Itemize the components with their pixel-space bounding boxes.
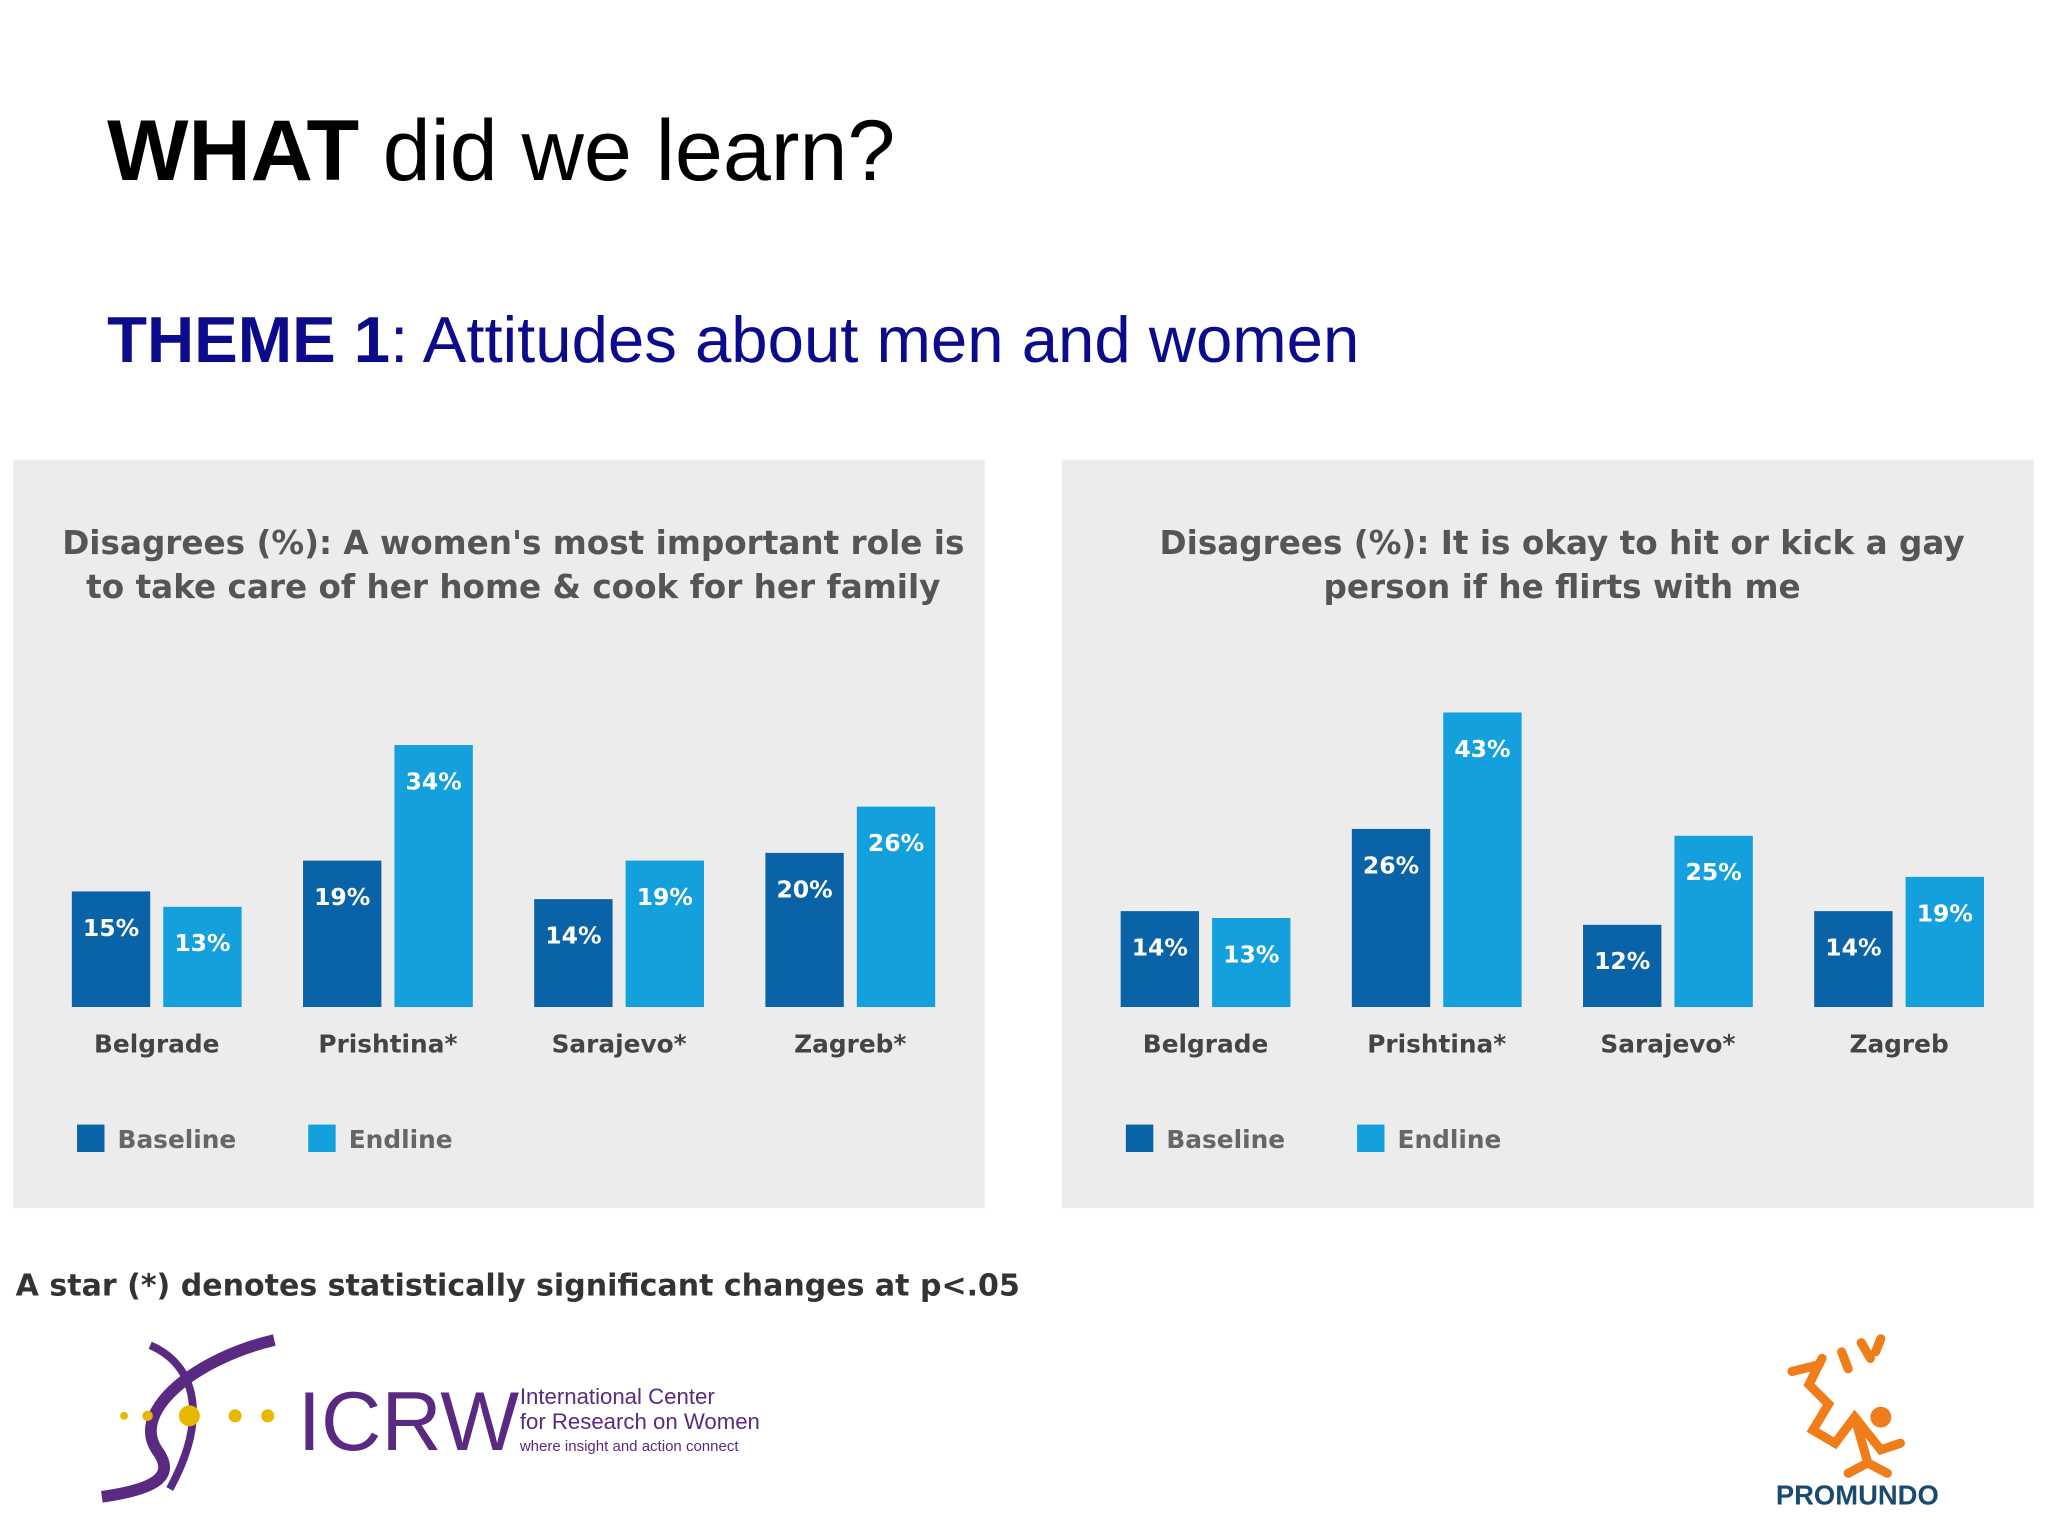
- logo-dot: [142, 1410, 153, 1422]
- footnote: A star (*) denotes statistically signifi…: [16, 1269, 1020, 1304]
- slide-title: WHAT did we learn?: [107, 103, 895, 199]
- legend-label: Baseline: [1166, 1125, 1285, 1154]
- chart-title: person if he flirts with me: [1324, 568, 1801, 606]
- bar: [765, 852, 844, 1008]
- legend-swatch: [1125, 1124, 1154, 1152]
- x-tick-label: Belgrade: [1143, 1030, 1269, 1059]
- value-label: 14%: [1132, 934, 1188, 962]
- value-label: 26%: [1363, 851, 1419, 879]
- bar: [1814, 911, 1893, 1008]
- logo-swoosh: [101, 1334, 276, 1503]
- logo-line: for Research on Women: [520, 1409, 760, 1434]
- value-label: 14%: [545, 922, 601, 950]
- value-label: 15%: [83, 914, 139, 942]
- title-bold: WHAT: [107, 103, 359, 199]
- legend-swatch: [77, 1124, 105, 1152]
- value-label: 19%: [1917, 899, 1973, 927]
- bar: [1443, 712, 1522, 1008]
- legend-label: Endline: [349, 1125, 453, 1154]
- chart-title: to take care of her home & cook for her …: [86, 568, 940, 606]
- value-label: 20%: [776, 875, 832, 903]
- logo-figure: [1870, 1406, 1892, 1428]
- value-label: 43%: [1454, 735, 1510, 763]
- bar: [71, 891, 151, 1008]
- bar: [1583, 924, 1662, 1008]
- value-label: 34%: [406, 767, 462, 795]
- bar: [856, 806, 936, 1008]
- bar: [1120, 911, 1200, 1008]
- bar: [1905, 876, 1984, 1008]
- logo-name: PROMUNDO: [1776, 1480, 1939, 1511]
- logo-figure: [1787, 1334, 1886, 1376]
- bar: [625, 860, 704, 1008]
- x-tick-label: Belgrade: [94, 1030, 220, 1059]
- subtitle-rest: : Attitudes about men and women: [390, 303, 1359, 376]
- bar: [303, 860, 382, 1008]
- bar: [394, 745, 473, 1008]
- value-label: 13%: [1223, 940, 1279, 968]
- slide-subtitle: THEME 1: Attitudes about men and women: [107, 303, 1359, 376]
- charts: Disagrees (%): A women's most important …: [13, 459, 2034, 1209]
- value-label: 14%: [1825, 934, 1881, 962]
- bar: [1351, 828, 1431, 1008]
- value-label: 12%: [1594, 947, 1650, 975]
- logo-swoosh: [148, 1341, 197, 1491]
- logo-tagline: where insight and action connect: [519, 1438, 740, 1455]
- x-tick-label: Prishtina*: [1367, 1030, 1506, 1059]
- legend-swatch: [308, 1124, 336, 1152]
- logo-figure: [1843, 1412, 1892, 1478]
- value-label: 25%: [1686, 858, 1742, 886]
- icrw-logo: ICRW International Center for Research o…: [101, 1334, 760, 1503]
- bar: [1212, 917, 1291, 1008]
- subtitle-bold: THEME 1: [107, 303, 390, 376]
- bar: [163, 906, 242, 1008]
- logo-figure: [1803, 1353, 1905, 1456]
- bar: [534, 899, 613, 1008]
- x-tick-label: Prishtina*: [318, 1030, 457, 1059]
- logo-dot: [228, 1409, 242, 1423]
- logo-dot: [120, 1411, 128, 1420]
- chart-title: Disagrees (%): A women's most important …: [62, 524, 964, 562]
- logo-dot: [178, 1405, 200, 1427]
- x-tick-label: Zagreb: [1849, 1030, 1948, 1059]
- chart-panel: [13, 459, 985, 1209]
- value-label: 26%: [868, 829, 924, 857]
- logo-dot: [261, 1409, 275, 1423]
- chart-title: Disagrees (%): It is okay to hit or kick…: [1160, 524, 1965, 562]
- logo-name: ICRW: [298, 1374, 519, 1468]
- x-tick-label: Sarajevo*: [552, 1030, 687, 1059]
- bar: [1674, 835, 1753, 1008]
- legend-swatch: [1357, 1124, 1385, 1152]
- x-tick-label: Zagreb*: [794, 1030, 906, 1059]
- chart-panel: [1061, 459, 2034, 1209]
- logo-line: International Center: [520, 1384, 715, 1409]
- legend-label: Baseline: [118, 1125, 237, 1154]
- x-tick-label: Sarajevo*: [1600, 1030, 1735, 1059]
- promundo-logo: PROMUNDO: [1776, 1334, 1939, 1511]
- legend-label: Endline: [1398, 1125, 1502, 1154]
- value-label: 19%: [637, 883, 693, 911]
- value-label: 13%: [174, 929, 230, 957]
- title-rest: did we learn?: [383, 103, 896, 199]
- value-label: 19%: [314, 883, 370, 911]
